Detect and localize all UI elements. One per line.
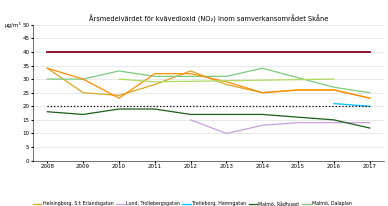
Text: μg/m³: μg/m³ [5,22,21,28]
Title: Årsmedelvärdet för kvävedioxid (NO₂) inom samverkansområdet Skåne: Årsmedelvärdet för kvävedioxid (NO₂) ino… [89,15,328,23]
